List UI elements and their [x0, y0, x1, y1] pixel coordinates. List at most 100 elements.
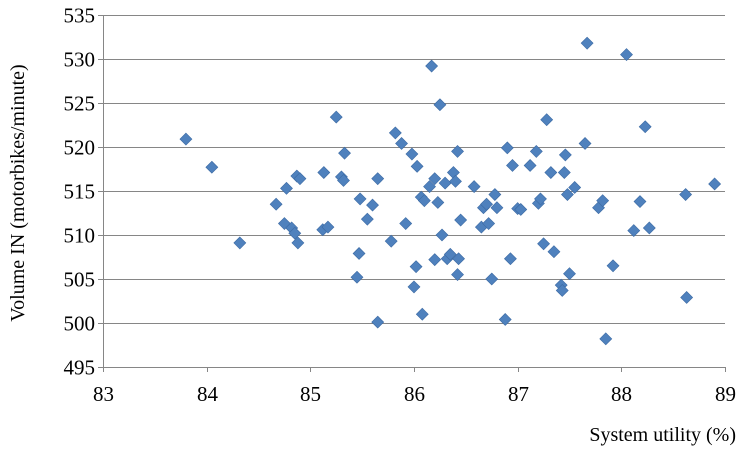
- data-point: [498, 313, 512, 326]
- data-point: [540, 113, 554, 127]
- data-point: [557, 166, 571, 179]
- data-point: [438, 176, 452, 190]
- data-point: [269, 197, 283, 211]
- data-point: [514, 203, 528, 216]
- data-point: [620, 48, 633, 62]
- data-point: [642, 221, 656, 235]
- x-tick-label: 87: [508, 382, 529, 406]
- data-point: [337, 174, 350, 187]
- data-point: [433, 98, 447, 112]
- data-point: [395, 137, 408, 150]
- y-tick-label: 520: [64, 136, 96, 160]
- data-point: [435, 228, 449, 242]
- data-point: [480, 197, 493, 211]
- data-point: [399, 217, 413, 230]
- data-point: [338, 146, 351, 160]
- data-point: [452, 252, 466, 266]
- data-point: [407, 280, 421, 294]
- data-point: [537, 237, 551, 251]
- data-point: [555, 284, 569, 297]
- x-axis-label: System utility (%): [589, 424, 736, 446]
- data-point: [578, 137, 592, 150]
- data-point: [371, 172, 385, 186]
- x-tick-labels: 83 84 85 86 87 88 89: [93, 382, 736, 406]
- y-tick-label: 535: [64, 4, 96, 28]
- data-point: [321, 220, 335, 234]
- data-point: [352, 247, 366, 260]
- data-point: [580, 36, 594, 50]
- y-tick-label: 525: [64, 92, 96, 116]
- data-point: [627, 224, 641, 238]
- data-point: [451, 268, 464, 282]
- data-point: [350, 270, 364, 284]
- data-point: [680, 291, 694, 304]
- data-point: [415, 307, 429, 321]
- data-point: [409, 260, 423, 274]
- data-point: [329, 110, 343, 124]
- data-point: [233, 236, 247, 250]
- data-point: [317, 166, 331, 179]
- data-point: [454, 213, 468, 227]
- data-point: [563, 267, 576, 281]
- data-point: [679, 188, 693, 201]
- data-point: [353, 192, 367, 206]
- data-points: [179, 36, 722, 346]
- data-point: [371, 315, 385, 329]
- data-point: [488, 188, 502, 201]
- x-tick-label: 85: [300, 382, 321, 406]
- data-point: [490, 201, 504, 215]
- x-tick-label: 89: [715, 382, 736, 406]
- y-axis-label: Volume IN (motorbikes/minute): [7, 64, 29, 321]
- data-point: [423, 180, 436, 194]
- data-point: [638, 120, 652, 134]
- y-tick-label: 515: [64, 180, 96, 204]
- data-point: [428, 253, 442, 267]
- x-tick-label: 84: [197, 382, 219, 406]
- data-point: [293, 172, 307, 186]
- data-point: [360, 212, 374, 226]
- x-tick-label: 88: [611, 382, 632, 406]
- data-point: [503, 252, 517, 266]
- data-point: [431, 196, 445, 209]
- gridlines: [103, 15, 725, 368]
- data-point: [288, 226, 302, 240]
- data-point: [596, 194, 610, 208]
- data-point: [205, 160, 219, 174]
- axes: [98, 15, 726, 372]
- data-point: [446, 166, 460, 179]
- data-point: [558, 148, 572, 162]
- y-tick-labels: 495 500 505 510 515 520 525 530 535: [64, 4, 96, 380]
- data-point: [606, 259, 620, 273]
- data-point: [547, 245, 561, 259]
- data-point: [500, 141, 514, 155]
- data-point: [410, 159, 424, 173]
- data-point: [534, 192, 547, 206]
- data-point: [384, 234, 398, 248]
- data-point: [485, 272, 499, 286]
- y-tick-label: 495: [64, 356, 96, 380]
- data-point: [599, 332, 613, 346]
- data-point: [633, 195, 647, 208]
- data-point: [388, 126, 402, 140]
- data-point: [451, 144, 464, 158]
- data-point: [529, 144, 543, 158]
- data-point: [417, 194, 431, 208]
- data-point: [708, 177, 722, 191]
- data-point: [449, 174, 462, 188]
- y-tick-label: 500: [64, 312, 96, 336]
- data-point: [523, 159, 537, 172]
- data-point: [179, 132, 193, 146]
- data-point: [544, 166, 558, 179]
- y-tick-label: 510: [64, 224, 96, 248]
- data-point: [506, 159, 519, 172]
- data-point: [568, 181, 582, 194]
- x-tick-label: 83: [93, 382, 114, 406]
- data-point: [467, 180, 481, 194]
- y-tick-label: 505: [64, 268, 96, 292]
- x-tick-label: 86: [404, 382, 425, 406]
- data-point: [443, 247, 457, 261]
- data-point: [405, 147, 419, 161]
- y-tick-label: 530: [64, 48, 96, 72]
